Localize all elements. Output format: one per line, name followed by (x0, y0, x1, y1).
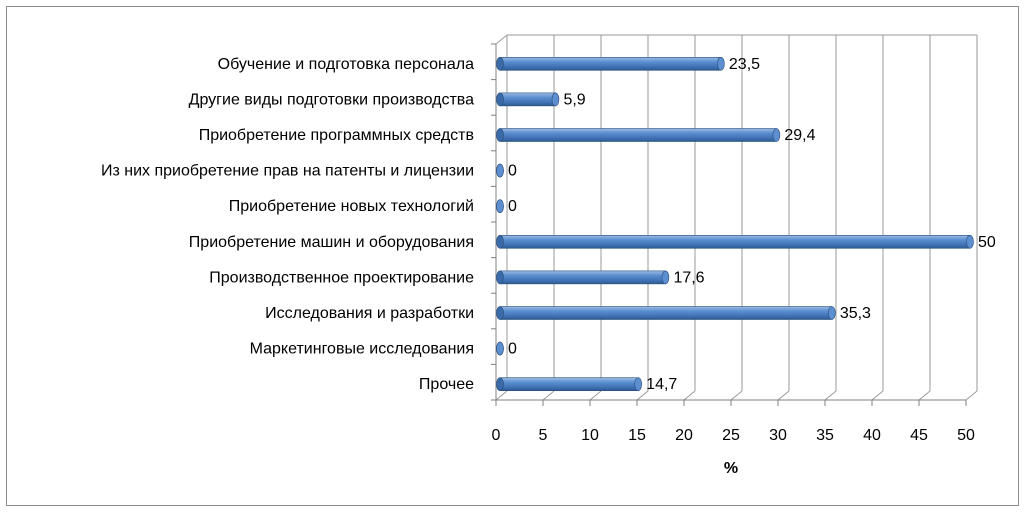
floor-gridline (683, 390, 696, 401)
floor-gridline (871, 390, 884, 401)
category-label: Другие виды подготовки производства (189, 91, 474, 108)
category-label: Производственное проектирование (209, 269, 474, 286)
bar-body (499, 377, 639, 392)
bar-start-cap (496, 56, 504, 71)
bar (496, 270, 670, 285)
bar (496, 341, 504, 356)
x-tick-label: 10 (581, 427, 599, 444)
data-label: 50 (978, 234, 996, 251)
bar-end-cap (661, 270, 670, 285)
bars (496, 56, 974, 392)
bar-body (499, 235, 971, 249)
bar (496, 306, 836, 320)
bar (496, 377, 642, 392)
bar-start-cap (496, 270, 504, 285)
bar (496, 128, 781, 142)
bar (496, 199, 504, 213)
bar-body (499, 306, 833, 320)
bar-start-cap (496, 92, 504, 107)
floor-gridline (495, 390, 508, 401)
x-tick-label: 20 (675, 427, 693, 444)
data-label: 0 (508, 198, 517, 215)
data-label: 14,7 (646, 376, 677, 393)
x-axis-title: % (724, 460, 738, 477)
x-tick-label: 50 (957, 427, 975, 444)
bar (496, 92, 560, 107)
bar-end-cap (496, 199, 504, 213)
bar-end-cap (496, 163, 504, 178)
bar-body (499, 92, 556, 107)
bar-end-cap (966, 235, 974, 249)
labels: 0 5 10 15 20 25 30 35 40 45 50 23,5 Обучение и подго… (101, 56, 996, 444)
data-label: 0 (508, 163, 517, 180)
floor-gridline (918, 390, 931, 401)
bar-body (499, 128, 777, 142)
bar-end-cap (634, 377, 642, 392)
bar-start-cap (496, 128, 504, 142)
bar-end-cap (551, 92, 560, 107)
chart-frame (6, 6, 1019, 506)
data-label: 35,3 (840, 305, 871, 322)
bar-end-cap (828, 306, 836, 320)
x-tick-label: 0 (492, 427, 501, 444)
floor-gridline (824, 390, 837, 401)
x-tick-label: 30 (769, 427, 787, 444)
data-label: 0 (508, 341, 517, 358)
bar-body (499, 270, 666, 285)
bar-end-cap (717, 56, 725, 71)
data-label: 29,4 (784, 127, 815, 144)
x-tick-label: 40 (863, 427, 881, 444)
bar-start-cap (496, 306, 504, 320)
floor-gridline (730, 390, 743, 401)
floor-gridline (589, 390, 602, 401)
category-label: Приобретение программных средств (199, 127, 474, 144)
category-label: Маркетинговые исследования (250, 341, 474, 358)
category-label: Обучение и подготовка персонала (218, 56, 474, 73)
category-label: Исследования и разработки (265, 305, 474, 322)
category-label: Приобретение новых технологий (229, 198, 474, 215)
bar-start-cap (496, 377, 504, 392)
bar-start-cap (496, 235, 504, 249)
bar (496, 56, 725, 71)
floor-gridline (542, 390, 555, 401)
x-tick-label: 5 (539, 427, 548, 444)
bar-end-cap (772, 128, 781, 142)
category-label: Прочее (419, 376, 474, 393)
category-label: Из них приобретение прав на патенты и ли… (101, 163, 474, 180)
x-tick-label: 15 (628, 427, 646, 444)
data-label: 17,6 (673, 269, 704, 286)
data-label: 5,9 (563, 91, 585, 108)
floor-gridline (965, 390, 978, 401)
x-tick-label: 35 (816, 427, 834, 444)
floor-gridline (777, 390, 790, 401)
data-label: 23,5 (729, 56, 760, 73)
x-tick-label: 45 (910, 427, 928, 444)
bar (496, 163, 504, 178)
gridlines (491, 34, 978, 406)
bar (496, 235, 974, 249)
category-label: Приобретение машин и оборудования (189, 234, 474, 251)
wall-edge (495, 34, 508, 45)
bar-body (499, 56, 722, 71)
bar-end-cap (496, 341, 504, 356)
floor-gridline (636, 390, 649, 401)
x-tick-label: 25 (722, 427, 740, 444)
